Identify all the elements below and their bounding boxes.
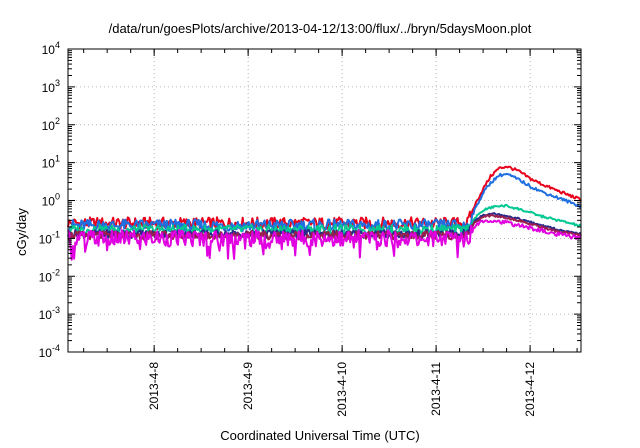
x-tick-label: 2013-4-12 (523, 362, 537, 417)
grid-lines (68, 49, 581, 352)
y-tick-label: 10-4 (39, 343, 60, 360)
chart-title: /data/run/goesPlots/archive/2013-04-12/1… (108, 21, 532, 36)
y-tick-label: 104 (42, 40, 60, 57)
y-tick-label: 100 (42, 192, 60, 209)
y-tick-label: 10-3 (39, 305, 60, 322)
y-tick-label: 10-1 (39, 229, 60, 246)
series-lines (67, 165, 582, 261)
series-line (67, 213, 582, 241)
y-tick-label: 10-2 (39, 267, 60, 284)
axis-ticks: 10-4 10-3 10-2 10-1 100 101 102 103 104 2013-4-8 2… (39, 40, 581, 417)
x-tick-label: 2013-4-11 (429, 362, 443, 416)
y-tick-label: 101 (42, 154, 60, 171)
y-tick-label: 102 (42, 116, 60, 133)
x-tick-label: 2013-4-9 (241, 362, 255, 410)
series-line (67, 165, 582, 231)
series-line (67, 219, 582, 261)
x-tick-label: 2013-4-10 (335, 362, 349, 417)
x-tick-label: 2013-4-8 (147, 362, 161, 410)
y-tick-label: 103 (42, 78, 60, 95)
x-axis-label: Coordinated Universal Time (UTC) (220, 428, 420, 443)
